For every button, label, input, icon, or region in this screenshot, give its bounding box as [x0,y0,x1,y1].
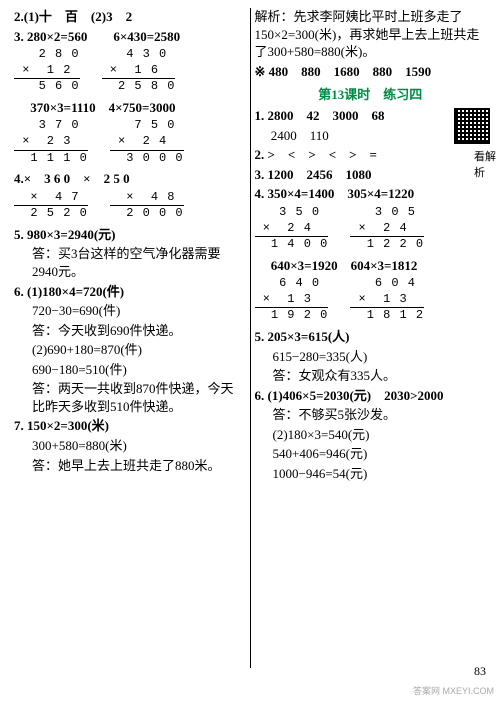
q7b: 300+580=880(米) [14,437,246,455]
calc-line: 1 4 0 0 [255,237,329,253]
calc-line: × 2 4 [110,134,184,151]
q5b: 615−280=335(人) [255,348,487,366]
calc-block: 3 5 0 × 2 4 1 4 0 0 [255,205,329,253]
q4-head2: 640×3=1920 604×3=1812 [255,257,487,275]
q3-calc-row2: 3 7 0 × 2 3 1 1 1 0 7 5 0 × 2 4 3 0 0 0 [14,118,246,166]
q1a: 1. 2800 42 3000 68 [255,107,487,125]
q6-1b: 720−30=690(件) [14,302,246,320]
calc-line: × 4 7 [14,190,88,207]
q4-calc-row1: 3 5 0 × 2 4 1 4 0 0 3 0 5 × 2 4 1 2 2 0 [255,205,487,253]
q6b: 答：不够买5张沙发。 [255,406,487,424]
q6c: (2)180×3=540(元) [255,426,487,444]
page-number: 83 [474,664,486,679]
q6d: 540+406=946(元) [255,445,487,463]
calc-line: 2 0 0 0 [110,206,184,222]
section-title: 第13课时 练习四 [255,84,487,103]
calc-line: × 2 3 [14,134,88,151]
calc-line: 3 5 0 [255,205,329,221]
calc-line: × 1 3 [350,292,424,309]
q2: 2.(1)十 百 (2)3 2 [14,8,246,26]
calc-line: 1 9 2 0 [255,308,329,324]
q3-head: 3. 280×2=560 6×430=2580 [14,28,246,46]
calc-block: 7 5 0 × 2 4 3 0 0 0 [110,118,184,166]
calc-line: 7 5 0 [110,118,184,134]
qr-label: 看解析 [474,148,498,180]
calc-block: 3 0 5 × 2 4 1 2 2 0 [350,205,424,253]
q6-1c: 答：今天收到690件快递。 [14,322,246,340]
calc-line: 5 6 0 [14,79,80,95]
calc-block: 4 3 0 × 1 6 2 5 8 0 [102,47,176,95]
calc-line: 1 1 1 0 [14,151,88,167]
calc-line: 3 7 0 [14,118,88,134]
q6-2c: 答：两天一共收到870件快递，今天比昨天多收到510件快递。 [14,380,246,415]
calc-line: × 2 4 [350,221,424,238]
calc-line: 2 5 8 0 [102,79,176,95]
left-column: 2.(1)十 百 (2)3 2 3. 280×2=560 6×430=2580 … [10,8,250,680]
calc-block: 2 8 0 × 1 2 5 6 0 [14,47,80,95]
q3: 3. 1200 2456 1080 [255,166,487,184]
q7a: 7. 150×2=300(米) [14,417,246,435]
calc-block: 6 4 0 × 1 3 1 9 2 0 [255,276,329,324]
calc-line: × 1 3 [255,292,329,309]
q3-head2: 370×3=1110 4×750=3000 [14,99,246,117]
q7c: 答：她早上去上班共走了880米。 [14,457,246,475]
page-container: 2.(1)十 百 (2)3 2 3. 280×2=560 6×430=2580 … [0,0,500,680]
calc-line: 3 0 5 [350,205,424,221]
calc-line: 3 0 0 0 [110,151,184,167]
calc-line: × 2 4 [255,221,329,238]
q4-calc-row: × 4 7 2 5 2 0 × 4 8 2 0 0 0 [14,190,246,222]
calc-line: × 4 8 [110,190,184,207]
q5a: 5. 205×3=615(人) [255,328,487,346]
star-line: ※ 480 880 1680 880 1590 [255,63,487,81]
q3-calc-row1: 2 8 0 × 1 2 5 6 0 4 3 0 × 1 6 2 5 8 0 [14,47,246,95]
calc-line: × 1 2 [14,63,80,80]
q6-1a: 6. (1)180×4=720(件) [14,283,246,301]
calc-block: 3 7 0 × 2 3 1 1 1 0 [14,118,88,166]
calc-line: 6 4 0 [255,276,329,292]
calc-block: × 4 8 2 0 0 0 [110,190,184,222]
q2: 2. > < > < > = [255,146,487,164]
q6a: 6. (1)406×5=2030(元) 2030>2000 [255,387,487,405]
calc-line: 2 5 2 0 [14,206,88,222]
calc-line: 6 0 4 [350,276,424,292]
q6e: 1000−946=54(元) [255,465,487,483]
calc-line: 1 8 1 2 [350,308,424,324]
q5a: 5. 980×3=2940(元) [14,226,246,244]
qr-code-icon[interactable] [454,108,490,144]
intro: 解析：先求李阿姨比平时上班多走了150×2=300(米)，再求她早上去上班共走了… [255,8,487,61]
calc-block: × 4 7 2 5 2 0 [14,190,88,222]
q1b: 2400 110 [255,127,487,145]
calc-block: 6 0 4 × 1 3 1 8 1 2 [350,276,424,324]
q5c: 答：女观众有335人。 [255,367,487,385]
q6-2a: (2)690+180=870(件) [14,341,246,359]
q4-head: 4.× 3 6 0 × 2 5 0 [14,170,246,188]
q6-2b: 690−180=510(件) [14,361,246,379]
calc-line: 1 2 2 0 [350,237,424,253]
q5b: 答：买3台这样的空气净化器需要2940元。 [14,245,246,280]
calc-line: 4 3 0 [102,47,176,63]
watermark: 答案网 MXEYI.COM [413,684,494,697]
calc-line: 2 8 0 [14,47,80,63]
calc-line: × 1 6 [102,63,176,80]
q4-head: 4. 350×4=1400 305×4=1220 [255,185,487,203]
q4-calc-row2: 6 4 0 × 1 3 1 9 2 0 6 0 4 × 1 3 1 8 1 2 [255,276,487,324]
